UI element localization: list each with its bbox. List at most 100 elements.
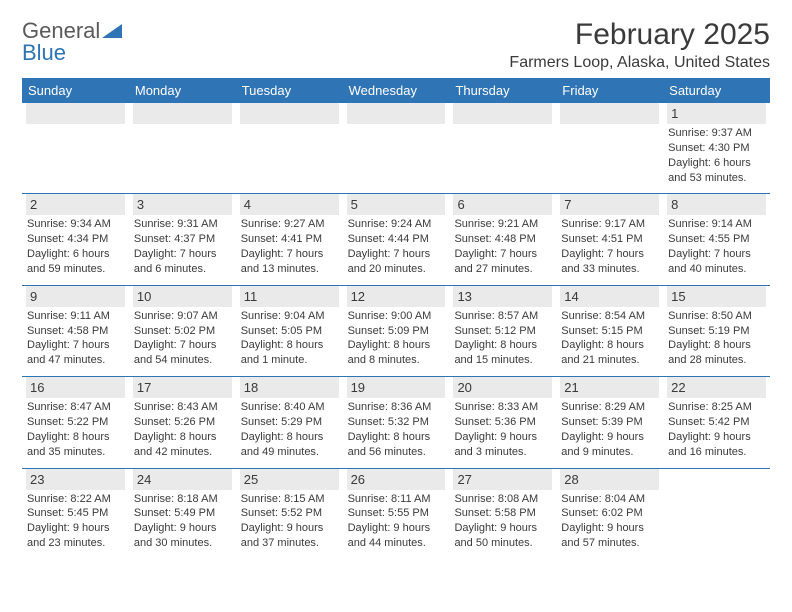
day-number <box>347 103 446 124</box>
day-info: Sunrise: 8:57 AMSunset: 5:12 PMDaylight:… <box>453 309 552 368</box>
calendar-day-cell: 1Sunrise: 9:37 AMSunset: 4:30 PMDaylight… <box>663 103 770 191</box>
day-info: Sunrise: 8:40 AMSunset: 5:29 PMDaylight:… <box>240 400 339 459</box>
day-info: Sunrise: 9:27 AMSunset: 4:41 PMDaylight:… <box>240 217 339 276</box>
day-number: 8 <box>667 194 766 215</box>
calendar-day-cell <box>556 103 663 191</box>
calendar-day-cell <box>343 103 450 191</box>
day-number: 15 <box>667 286 766 307</box>
calendar-day-cell: 28Sunrise: 8:04 AMSunset: 6:02 PMDayligh… <box>556 469 663 557</box>
day-number: 13 <box>453 286 552 307</box>
day-number: 21 <box>560 377 659 398</box>
day-info: Sunrise: 8:04 AMSunset: 6:02 PMDaylight:… <box>560 492 659 551</box>
day-number: 28 <box>560 469 659 490</box>
calendar-day-cell: 8Sunrise: 9:14 AMSunset: 4:55 PMDaylight… <box>663 194 770 282</box>
weekday-header: Tuesday <box>236 78 343 103</box>
day-number: 4 <box>240 194 339 215</box>
calendar-day-cell: 22Sunrise: 8:25 AMSunset: 5:42 PMDayligh… <box>663 377 770 465</box>
calendar-body: 1Sunrise: 9:37 AMSunset: 4:30 PMDaylight… <box>22 103 770 557</box>
calendar-day-cell <box>22 103 129 191</box>
calendar-day-cell: 26Sunrise: 8:11 AMSunset: 5:55 PMDayligh… <box>343 469 450 557</box>
calendar-day-cell: 7Sunrise: 9:17 AMSunset: 4:51 PMDaylight… <box>556 194 663 282</box>
brand-logo: General Blue <box>22 18 122 64</box>
day-info: Sunrise: 9:24 AMSunset: 4:44 PMDaylight:… <box>347 217 446 276</box>
calendar-week-row: 1Sunrise: 9:37 AMSunset: 4:30 PMDaylight… <box>22 103 770 191</box>
calendar: Sunday Monday Tuesday Wednesday Thursday… <box>22 78 770 557</box>
calendar-day-cell: 25Sunrise: 8:15 AMSunset: 5:52 PMDayligh… <box>236 469 343 557</box>
day-number: 12 <box>347 286 446 307</box>
calendar-day-cell: 23Sunrise: 8:22 AMSunset: 5:45 PMDayligh… <box>22 469 129 557</box>
calendar-day-cell: 13Sunrise: 8:57 AMSunset: 5:12 PMDayligh… <box>449 286 556 374</box>
calendar-day-cell <box>449 103 556 191</box>
day-number: 9 <box>26 286 125 307</box>
calendar-day-cell: 6Sunrise: 9:21 AMSunset: 4:48 PMDaylight… <box>449 194 556 282</box>
calendar-day-cell: 21Sunrise: 8:29 AMSunset: 5:39 PMDayligh… <box>556 377 663 465</box>
day-number <box>240 103 339 124</box>
page-subtitle: Farmers Loop, Alaska, United States <box>509 54 770 72</box>
day-number: 24 <box>133 469 232 490</box>
calendar-day-cell: 15Sunrise: 8:50 AMSunset: 5:19 PMDayligh… <box>663 286 770 374</box>
calendar-day-cell: 2Sunrise: 9:34 AMSunset: 4:34 PMDaylight… <box>22 194 129 282</box>
day-info: Sunrise: 9:11 AMSunset: 4:58 PMDaylight:… <box>26 309 125 368</box>
weekday-header: Sunday <box>22 78 129 103</box>
day-number <box>453 103 552 124</box>
day-info: Sunrise: 9:34 AMSunset: 4:34 PMDaylight:… <box>26 217 125 276</box>
calendar-day-cell: 24Sunrise: 8:18 AMSunset: 5:49 PMDayligh… <box>129 469 236 557</box>
day-info: Sunrise: 8:36 AMSunset: 5:32 PMDaylight:… <box>347 400 446 459</box>
page-title: February 2025 <box>509 18 770 52</box>
day-number: 3 <box>133 194 232 215</box>
day-info: Sunrise: 8:54 AMSunset: 5:15 PMDaylight:… <box>560 309 659 368</box>
day-number <box>26 103 125 124</box>
day-number: 14 <box>560 286 659 307</box>
calendar-day-cell: 9Sunrise: 9:11 AMSunset: 4:58 PMDaylight… <box>22 286 129 374</box>
day-number: 23 <box>26 469 125 490</box>
day-number: 18 <box>240 377 339 398</box>
day-info: Sunrise: 8:08 AMSunset: 5:58 PMDaylight:… <box>453 492 552 551</box>
day-info: Sunrise: 8:29 AMSunset: 5:39 PMDaylight:… <box>560 400 659 459</box>
day-info: Sunrise: 9:14 AMSunset: 4:55 PMDaylight:… <box>667 217 766 276</box>
weekday-header: Friday <box>556 78 663 103</box>
day-number: 20 <box>453 377 552 398</box>
calendar-page: General Blue February 2025 Farmers Loop,… <box>0 0 792 557</box>
calendar-day-cell: 16Sunrise: 8:47 AMSunset: 5:22 PMDayligh… <box>22 377 129 465</box>
day-info: Sunrise: 9:37 AMSunset: 4:30 PMDaylight:… <box>667 126 766 185</box>
day-info: Sunrise: 9:00 AMSunset: 5:09 PMDaylight:… <box>347 309 446 368</box>
day-info: Sunrise: 8:11 AMSunset: 5:55 PMDaylight:… <box>347 492 446 551</box>
day-number: 19 <box>347 377 446 398</box>
day-number: 11 <box>240 286 339 307</box>
calendar-day-cell: 18Sunrise: 8:40 AMSunset: 5:29 PMDayligh… <box>236 377 343 465</box>
calendar-day-cell: 14Sunrise: 8:54 AMSunset: 5:15 PMDayligh… <box>556 286 663 374</box>
day-number: 7 <box>560 194 659 215</box>
calendar-day-cell <box>236 103 343 191</box>
day-number <box>133 103 232 124</box>
calendar-day-cell: 10Sunrise: 9:07 AMSunset: 5:02 PMDayligh… <box>129 286 236 374</box>
day-number: 22 <box>667 377 766 398</box>
calendar-week-row: 2Sunrise: 9:34 AMSunset: 4:34 PMDaylight… <box>22 194 770 282</box>
day-number <box>560 103 659 124</box>
day-number: 1 <box>667 103 766 124</box>
day-info: Sunrise: 9:17 AMSunset: 4:51 PMDaylight:… <box>560 217 659 276</box>
day-number: 5 <box>347 194 446 215</box>
calendar-day-cell <box>663 469 770 557</box>
calendar-day-cell: 4Sunrise: 9:27 AMSunset: 4:41 PMDaylight… <box>236 194 343 282</box>
day-number: 25 <box>240 469 339 490</box>
day-info: Sunrise: 9:07 AMSunset: 5:02 PMDaylight:… <box>133 309 232 368</box>
day-number: 27 <box>453 469 552 490</box>
day-info: Sunrise: 8:33 AMSunset: 5:36 PMDaylight:… <box>453 400 552 459</box>
day-info: Sunrise: 8:15 AMSunset: 5:52 PMDaylight:… <box>240 492 339 551</box>
header: General Blue February 2025 Farmers Loop,… <box>22 18 770 72</box>
day-info: Sunrise: 8:18 AMSunset: 5:49 PMDaylight:… <box>133 492 232 551</box>
calendar-week-row: 23Sunrise: 8:22 AMSunset: 5:45 PMDayligh… <box>22 469 770 557</box>
brand-text-2: Blue <box>22 40 66 65</box>
day-number: 6 <box>453 194 552 215</box>
day-info: Sunrise: 8:50 AMSunset: 5:19 PMDaylight:… <box>667 309 766 368</box>
title-block: February 2025 Farmers Loop, Alaska, Unit… <box>509 18 770 72</box>
day-number: 2 <box>26 194 125 215</box>
calendar-day-cell: 19Sunrise: 8:36 AMSunset: 5:32 PMDayligh… <box>343 377 450 465</box>
brand-triangle-icon <box>102 20 122 42</box>
calendar-day-cell: 20Sunrise: 8:33 AMSunset: 5:36 PMDayligh… <box>449 377 556 465</box>
weekday-header: Monday <box>129 78 236 103</box>
calendar-week-row: 16Sunrise: 8:47 AMSunset: 5:22 PMDayligh… <box>22 377 770 465</box>
calendar-day-cell: 17Sunrise: 8:43 AMSunset: 5:26 PMDayligh… <box>129 377 236 465</box>
day-info: Sunrise: 8:47 AMSunset: 5:22 PMDaylight:… <box>26 400 125 459</box>
weekday-header-row: Sunday Monday Tuesday Wednesday Thursday… <box>22 78 770 103</box>
